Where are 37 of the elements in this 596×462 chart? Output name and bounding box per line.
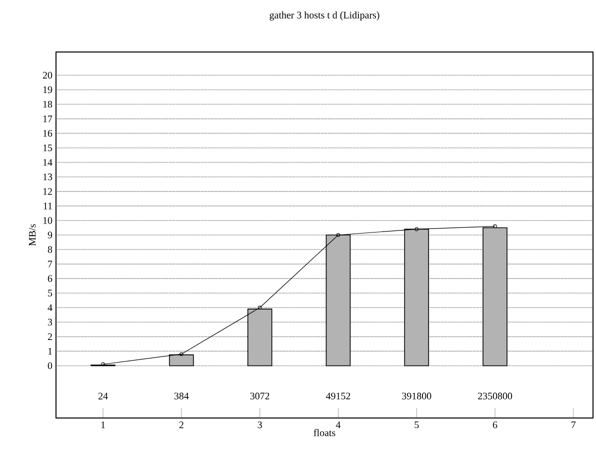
x-axis-title: floats (314, 429, 336, 436)
y-tick-label: 11 (44, 202, 52, 210)
y-tick-label: 16 (43, 130, 52, 137)
annotation: 384 (174, 392, 189, 400)
y-tick-label: 3 (48, 318, 52, 326)
y-tick-label: 6 (48, 275, 52, 282)
y-tick-label: 7 (48, 260, 52, 268)
y-tick-label: 5 (48, 290, 52, 296)
y-tick-label: 14 (43, 159, 52, 166)
y-tick-label: 10 (43, 217, 52, 224)
y-tick-label: 12 (43, 188, 52, 195)
y-tick-label: 17 (43, 116, 52, 122)
y-tick-label: 2 (48, 333, 52, 340)
x-tick-label: 5 (414, 422, 419, 428)
annotation: 3072 (250, 392, 270, 400)
y-tick-label: 0 (48, 362, 52, 370)
x-tick-label: 4 (336, 422, 341, 428)
x-tick-label: 6 (492, 422, 498, 428)
chart-title: gather 3 hosts t d (Lidipars) (270, 11, 380, 21)
annotation: 2350800 (478, 392, 512, 400)
annotation: 24 (98, 392, 108, 400)
y-tick-label: 15 (43, 144, 52, 152)
y-tick-label: 19 (43, 86, 52, 94)
x-tick-label: 3 (258, 422, 262, 428)
y-tick-label: 9 (48, 232, 52, 238)
y-tick-label: 20 (42, 72, 52, 79)
y-tick-label: 1 (48, 348, 52, 354)
annotation: 49152 (326, 392, 350, 400)
y-tick-label: 4 (48, 304, 52, 311)
x-tick-label: 2 (179, 422, 184, 428)
x-tick-label: 7 (572, 422, 576, 428)
y-tick-label: 13 (43, 174, 52, 180)
y-axis-title: MB/s (29, 224, 36, 246)
y-tick-label: 18 (43, 100, 52, 108)
x-tick-label: 1 (101, 422, 105, 428)
annotation: 391800 (402, 392, 432, 400)
y-tick-label: 8 (48, 246, 52, 253)
